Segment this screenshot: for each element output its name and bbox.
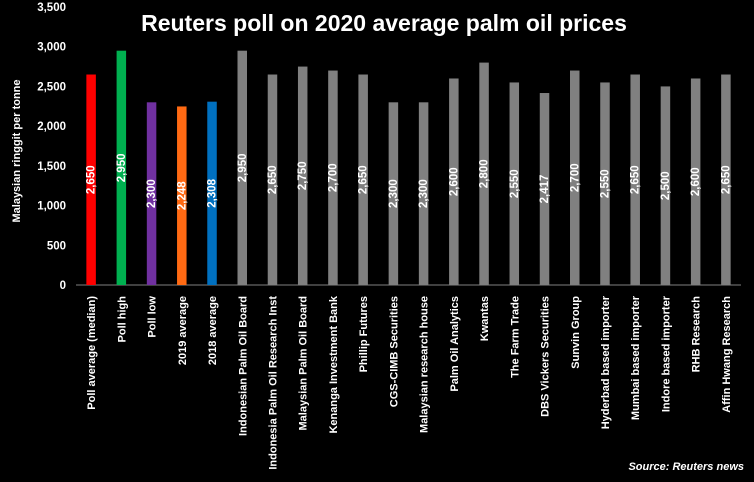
- data-label: 2,950: [237, 153, 249, 182]
- y-tick-label: 500: [47, 240, 66, 252]
- category-label: Poll low: [147, 296, 159, 338]
- category-label: Affin Hwang Research: [721, 296, 733, 413]
- category-label: Malaysian Palm Oil Board: [298, 296, 310, 431]
- bars-group: [86, 50, 731, 286]
- category-label: Sunvin Group: [570, 296, 582, 369]
- data-label: 2,950: [116, 153, 128, 182]
- data-label: 2,700: [569, 163, 581, 192]
- data-label: 2,308: [207, 178, 219, 207]
- data-label: 2,417: [539, 175, 551, 204]
- bar: [237, 50, 247, 285]
- bar: [539, 93, 550, 285]
- y-tick-label: 3,500: [37, 2, 66, 14]
- bar: [418, 102, 429, 285]
- bar: [388, 102, 399, 285]
- y-tick-label: 2,500: [37, 81, 66, 93]
- data-label: 2,650: [358, 165, 370, 194]
- bar: [177, 106, 187, 285]
- data-label: 2,550: [509, 169, 521, 198]
- bar: [449, 78, 459, 285]
- y-axis-label: Malaysian ringgit per tonne: [11, 79, 23, 222]
- category-label: Phillip Futures: [358, 296, 370, 372]
- data-label: 2,500: [660, 171, 672, 200]
- source-note: Source: Reuters news: [628, 461, 744, 473]
- chart-title: Reuters poll on 2020 average palm oil pr…: [141, 10, 627, 36]
- bar: [660, 86, 671, 285]
- bar: [86, 74, 96, 285]
- category-label: RHB Research: [691, 296, 703, 373]
- category-labels-group: Poll average (median) Poll high Poll low 20…: [86, 295, 733, 469]
- category-label: Mumbai based importer: [630, 295, 642, 420]
- category-label: Palm Oil Analytics: [449, 296, 461, 392]
- category-label: Indonesian Palm Oil Board: [237, 296, 249, 436]
- bar: [207, 101, 217, 285]
- data-label: 2,650: [267, 165, 279, 194]
- data-label: 2,750: [297, 161, 309, 190]
- y-tick-label: 1,000: [37, 201, 66, 213]
- bar: [116, 50, 127, 285]
- bar: [690, 78, 701, 285]
- data-label: 2,800: [479, 159, 491, 188]
- category-label: 2018 average: [207, 296, 219, 365]
- category-label: Hyderbad based importer: [600, 295, 612, 429]
- category-label: Malaysian research house: [419, 296, 431, 433]
- category-label: Kenanga Investment Bank: [328, 295, 340, 433]
- category-label: Poll high: [116, 296, 128, 343]
- y-tick-label: 1,500: [37, 161, 66, 173]
- data-label: 2,600: [448, 167, 460, 196]
- bar: [267, 74, 278, 285]
- bar: [146, 102, 157, 285]
- data-label: 2,650: [630, 165, 642, 194]
- y-tick-label: 0: [60, 280, 66, 292]
- y-tick-label: 2,000: [37, 121, 66, 133]
- data-label: 2,650: [720, 165, 732, 194]
- bar: [297, 66, 308, 285]
- category-label: 2019 average: [177, 296, 189, 365]
- data-label: 2,300: [418, 179, 430, 208]
- data-label: 2,300: [388, 179, 400, 208]
- data-label: 2,650: [86, 165, 98, 194]
- bar: [509, 82, 520, 285]
- category-label: CGS-CIMB Securities: [388, 296, 400, 407]
- data-label: 2,248: [176, 181, 188, 210]
- y-tick-label: 3,000: [37, 42, 66, 54]
- category-label: Kwantas: [479, 296, 491, 341]
- data-label: 2,300: [146, 179, 158, 208]
- category-label: DBS Vickers Securities: [540, 296, 552, 417]
- bar: [630, 74, 640, 285]
- bar: [358, 74, 368, 285]
- data-label: 2,700: [327, 163, 339, 192]
- bar: [600, 82, 610, 285]
- category-label: Indonesia Palm Oil Research Inst: [267, 296, 279, 470]
- category-label: The Farm Trade: [509, 296, 521, 378]
- category-label: Indore based importer: [660, 295, 672, 412]
- bar: [328, 70, 338, 286]
- bar: [570, 70, 580, 286]
- value-labels-group: 2,650 2,950 2,300 2,248 2,308 2,950 2,650 2,750…: [86, 153, 733, 210]
- bar: [721, 74, 731, 285]
- bar: [479, 62, 489, 285]
- y-axis: 0 500 1,000 1,500 2,000 2,500 3,000 3,500: [37, 2, 66, 292]
- data-label: 2,600: [690, 167, 702, 196]
- category-label: Poll average (median): [86, 296, 98, 410]
- data-label: 2,550: [600, 169, 612, 198]
